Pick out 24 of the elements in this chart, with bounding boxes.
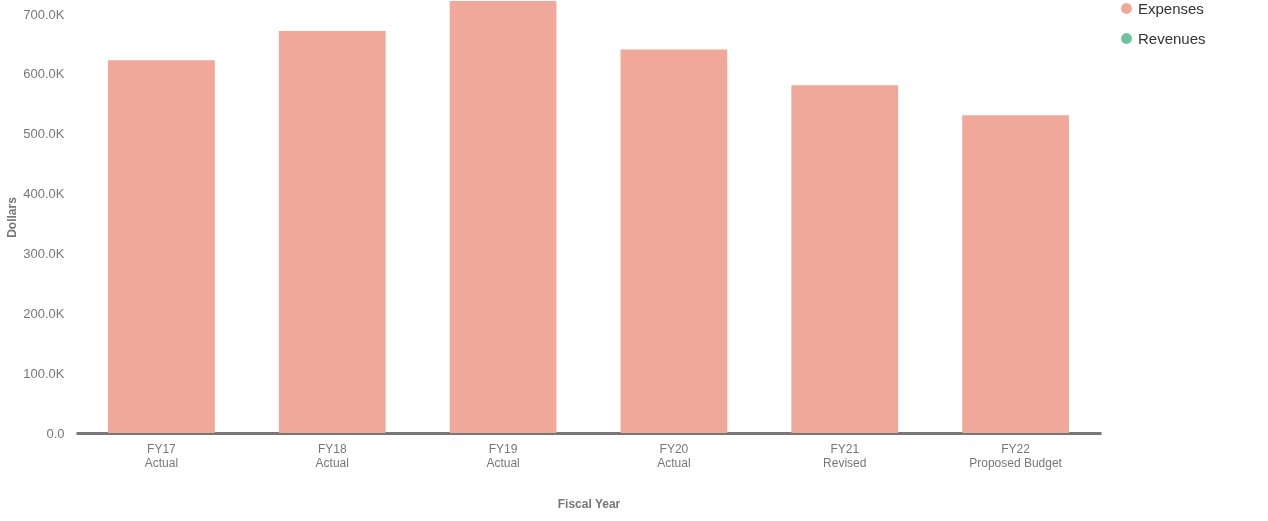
bar [449, 1, 557, 433]
bar [791, 85, 899, 433]
legend-label: Revenues [1138, 29, 1206, 47]
y-tick-label: 100.0K [23, 365, 65, 381]
x-tick-label: FY21 Revised [823, 441, 867, 470]
x-axis-title: Fiscal Year [557, 496, 621, 511]
y-tick-label: 500.0K [23, 126, 65, 142]
y-axis-title: Dollars [5, 196, 20, 238]
x-tick-label: FY18 Actual [315, 441, 349, 470]
y-tick-label: 300.0K [23, 246, 65, 261]
y-tick-label: 600.0K [23, 66, 65, 82]
bar [108, 60, 215, 433]
y-tick-label: 700.0K [23, 6, 65, 22]
x-tick-label: FY22 Proposed Budget [969, 441, 1063, 470]
x-tick-label: FY20 Actual [657, 441, 691, 470]
bar [962, 115, 1069, 433]
x-tick-label: FY17 Actual [144, 441, 179, 470]
legend-label: Expenses [1138, 0, 1204, 17]
bar [278, 30, 386, 433]
bar [620, 49, 728, 433]
y-tick-label: 0.0 [46, 425, 65, 441]
x-tick-label: FY19 Actual [486, 441, 520, 470]
y-tick-label: 400.0K [23, 186, 65, 202]
y-tick-label: 200.0K [23, 305, 65, 321]
